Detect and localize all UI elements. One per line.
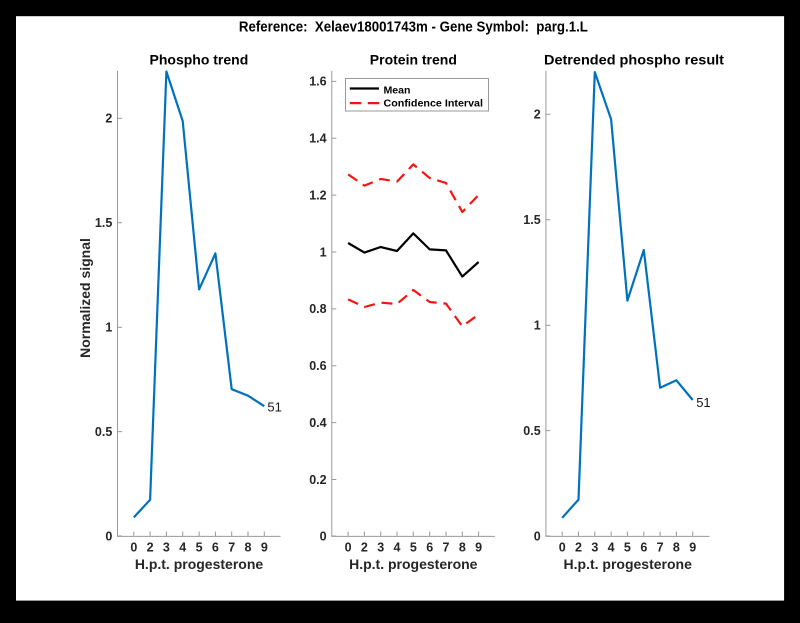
svg-text:2: 2	[575, 541, 582, 555]
svg-text:2: 2	[147, 541, 154, 555]
svg-text:8: 8	[245, 541, 252, 555]
svg-text:1.4: 1.4	[309, 132, 326, 146]
svg-text:4: 4	[179, 541, 186, 555]
svg-text:1.5: 1.5	[95, 216, 112, 230]
svg-text:Protein trend: Protein trend	[370, 52, 457, 68]
svg-text:Confidence Interval: Confidence Interval	[384, 99, 484, 110]
svg-text:7: 7	[657, 541, 664, 555]
svg-text:1.2: 1.2	[309, 188, 326, 202]
svg-text:8: 8	[459, 541, 466, 555]
svg-text:51: 51	[696, 395, 710, 410]
svg-text:2: 2	[361, 541, 368, 555]
svg-text:0.4: 0.4	[309, 416, 326, 430]
svg-text:6: 6	[426, 541, 433, 555]
svg-text:Detrended phospho result: Detrended phospho result	[544, 52, 724, 68]
svg-text:0: 0	[559, 541, 566, 555]
svg-text:0.5: 0.5	[523, 424, 540, 438]
svg-text:1: 1	[534, 319, 541, 333]
svg-text:6: 6	[640, 541, 647, 555]
svg-text:1.5: 1.5	[523, 213, 540, 227]
svg-text:H.p.t. progesterone: H.p.t. progesterone	[349, 556, 478, 572]
svg-text:5: 5	[624, 541, 631, 555]
svg-text:H.p.t. progesterone: H.p.t. progesterone	[564, 556, 693, 572]
svg-text:0.5: 0.5	[95, 425, 112, 439]
svg-text:9: 9	[261, 541, 268, 555]
svg-text:Reference: Xelaev18001743m -: Reference: Xelaev18001743m - Gene Symbol…	[239, 19, 588, 36]
svg-text:1.6: 1.6	[309, 75, 326, 89]
svg-text:7: 7	[228, 541, 235, 555]
svg-text:0: 0	[320, 529, 327, 543]
svg-text:0.6: 0.6	[309, 359, 326, 373]
svg-text:0.8: 0.8	[309, 302, 326, 316]
svg-text:3: 3	[163, 541, 170, 555]
svg-text:8: 8	[673, 541, 680, 555]
svg-text:9: 9	[475, 541, 482, 555]
svg-text:H.p.t. progesterone: H.p.t. progesterone	[135, 556, 264, 572]
svg-text:51: 51	[267, 400, 281, 415]
svg-text:0: 0	[105, 529, 112, 543]
svg-text:1: 1	[105, 321, 112, 335]
svg-text:0: 0	[534, 529, 541, 543]
svg-text:2: 2	[105, 112, 112, 126]
svg-text:9: 9	[689, 541, 696, 555]
svg-text:3: 3	[591, 541, 598, 555]
svg-text:0: 0	[345, 541, 352, 555]
svg-text:1: 1	[320, 245, 327, 259]
svg-text:2: 2	[534, 108, 541, 122]
svg-text:5: 5	[196, 541, 203, 555]
svg-text:6: 6	[212, 541, 219, 555]
svg-text:0.2: 0.2	[309, 473, 326, 487]
svg-text:0: 0	[130, 541, 137, 555]
svg-text:5: 5	[410, 541, 417, 555]
svg-text:Mean: Mean	[384, 86, 411, 97]
svg-text:4: 4	[608, 541, 615, 555]
svg-text:4: 4	[394, 541, 401, 555]
svg-text:Phospho trend: Phospho trend	[150, 52, 249, 68]
svg-text:Normalized signal: Normalized signal	[77, 238, 93, 358]
svg-text:3: 3	[377, 541, 384, 555]
svg-text:7: 7	[443, 541, 450, 555]
